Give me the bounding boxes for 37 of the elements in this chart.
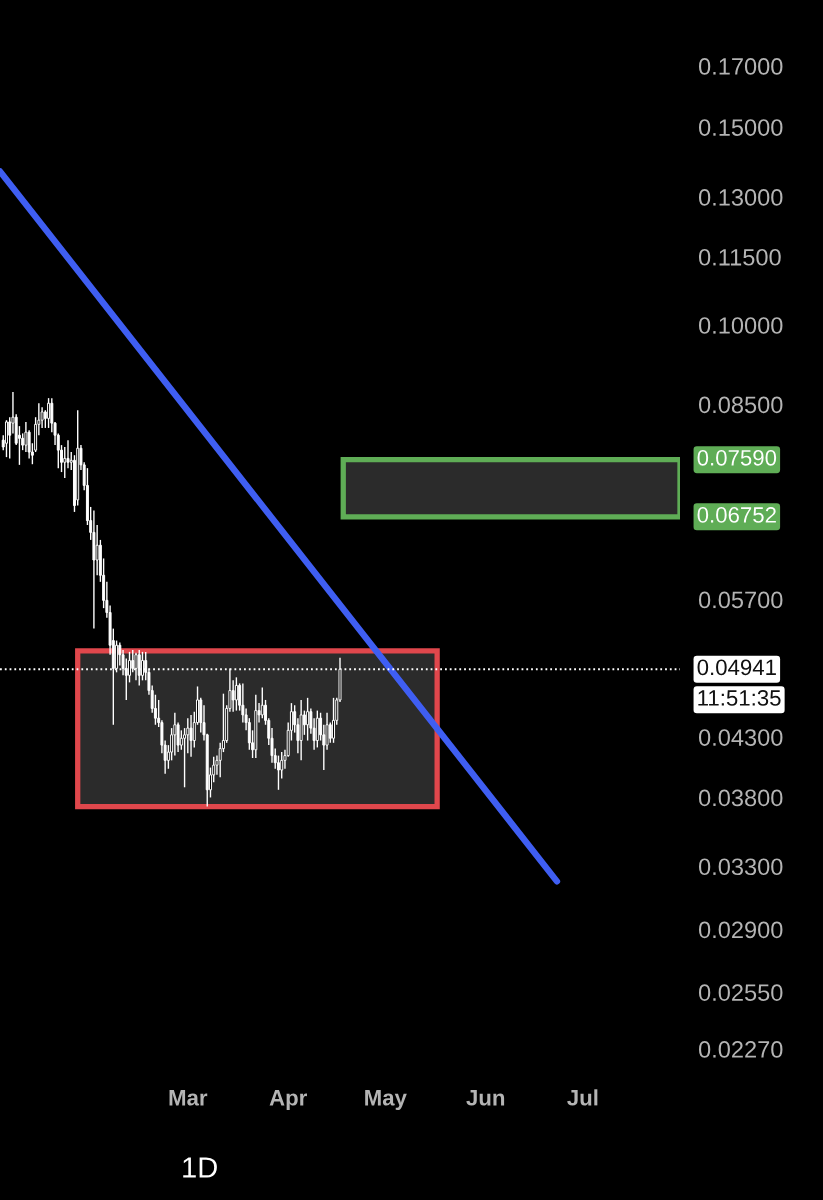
y-tick-label: 0.04300: [698, 729, 783, 746]
candlestick: [63, 446, 67, 479]
annotation: 0.06752: [697, 507, 776, 523]
candlestick: [66, 439, 70, 469]
y-tick-label: 0.11500: [698, 248, 781, 266]
candlestick: [328, 721, 332, 744]
candlestick: [332, 697, 336, 744]
x-tick-label: Mar: [169, 1090, 208, 1106]
y-tick-label: 0.15000: [698, 119, 783, 136]
y-tick-label: 0.02270: [698, 1041, 783, 1058]
candlestick: [173, 712, 177, 757]
candlestick: [189, 714, 193, 758]
candlestick: [234, 676, 238, 712]
candlestick: [260, 686, 264, 719]
y-tick-label: 0.17000: [698, 58, 783, 75]
candlestick: [50, 397, 54, 433]
candlestick: [306, 697, 310, 742]
x-tick-label: Jun: [466, 1090, 505, 1106]
y-tick-label: 0.02550: [698, 984, 783, 1001]
y-tick-label: 0.02900: [698, 921, 783, 939]
candlestick: [315, 709, 319, 749]
x-tick-label: Jul: [567, 1089, 598, 1106]
candlestick: [140, 651, 144, 682]
candlestick: [137, 649, 141, 687]
annotation: 0.07590: [697, 449, 777, 466]
x-tick-label: Apr: [269, 1090, 307, 1110]
y-tick-label: 0.03800: [698, 789, 783, 807]
annotation: 11:51:35: [698, 690, 781, 706]
y-tick-label: 0.13000: [698, 189, 783, 206]
ref-line-label: 0.04941: [697, 659, 776, 676]
y-tick-label: 0.08500: [698, 396, 783, 414]
x-tick-label: May: [365, 1090, 407, 1110]
y-tick-label: 0.03300: [698, 858, 783, 876]
text: 1D: [183, 1157, 217, 1178]
y-tick-label: 0.05700: [698, 591, 783, 609]
y-tick-label: 0.10000: [698, 317, 783, 334]
candlestick: [47, 397, 51, 429]
